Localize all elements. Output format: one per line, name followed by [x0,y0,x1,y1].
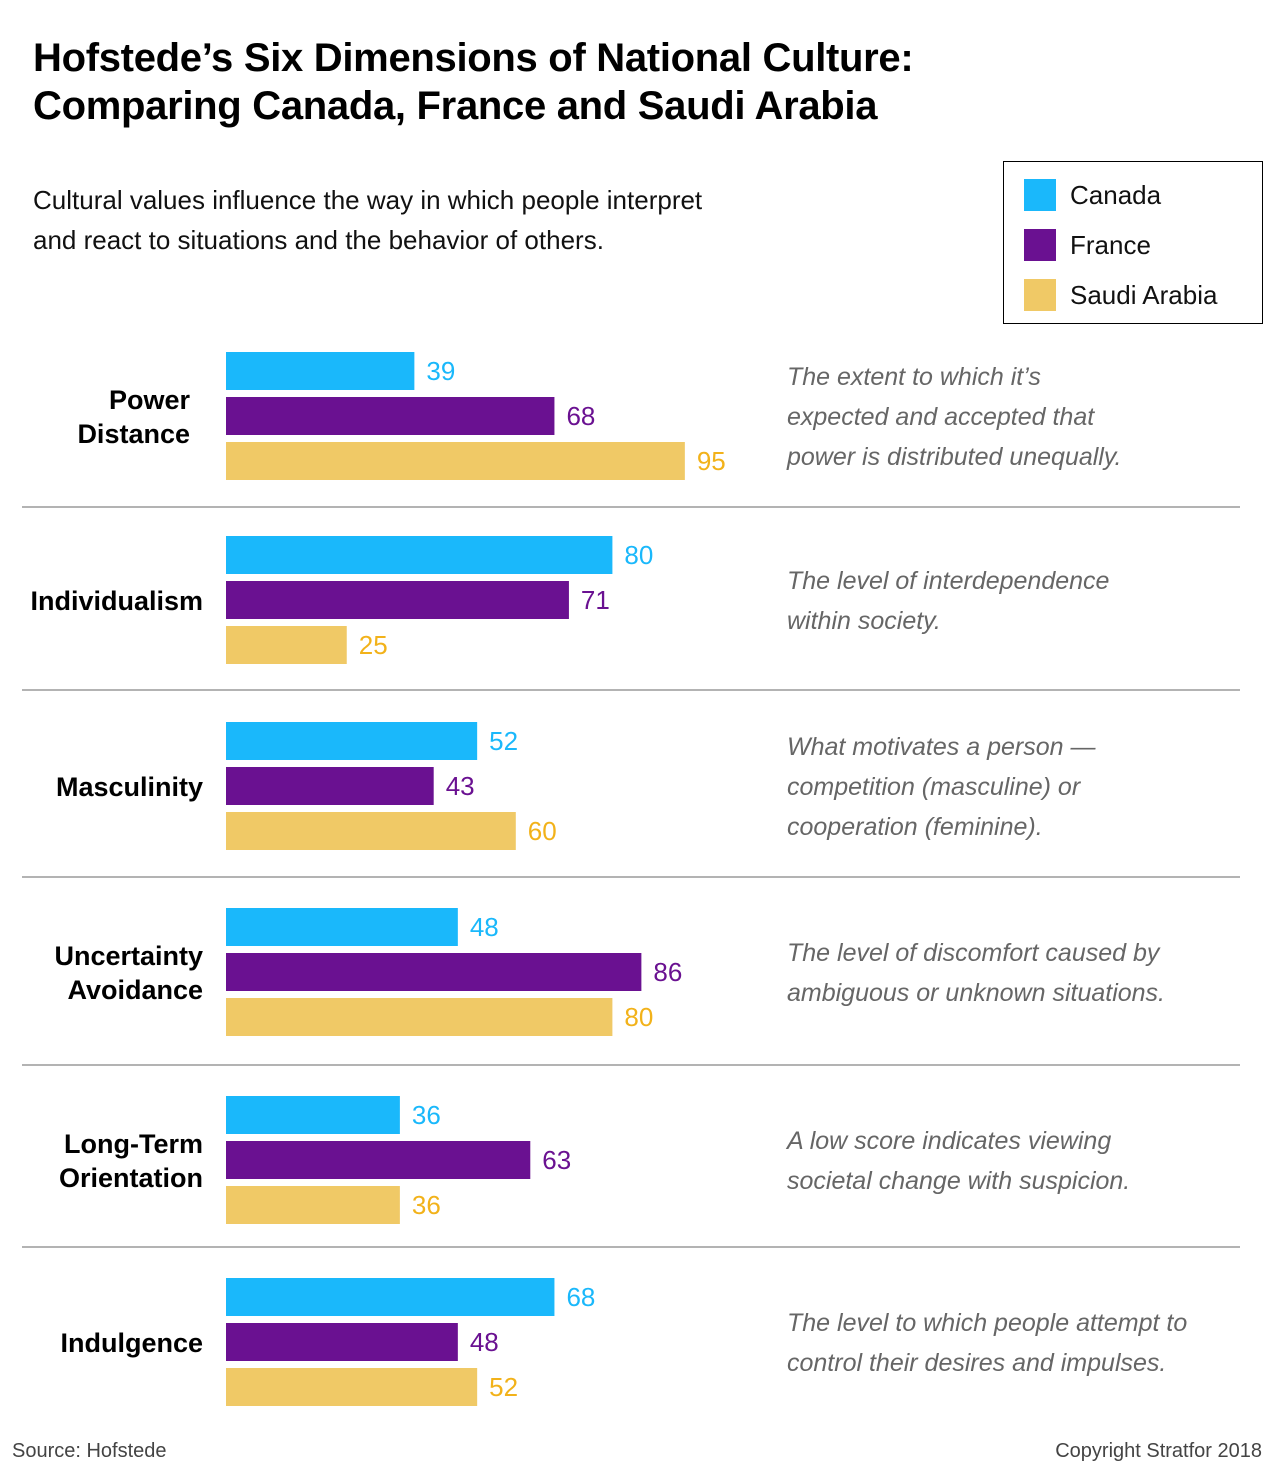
category-label-5-line-2: Orientation [59,1163,203,1193]
value-label-saudi-arabia-2: 25 [359,630,388,660]
description-2-line-2: within society. [787,607,941,635]
chart-title-line-1: Hofstede’s Six Dimensions of National Cu… [33,36,914,80]
legend-item-canada: Canada [1024,175,1161,215]
chart-subtitle-line-1: Cultural values influence the way in whi… [33,185,703,215]
value-label-france-1: 68 [566,401,595,431]
copyright-note: Copyright Stratfor 2018 [1055,1440,1262,1462]
source-note: Source: Hofstede [12,1440,167,1462]
value-label-france-6: 48 [470,1327,499,1357]
value-label-saudi-arabia-6: 52 [489,1372,518,1402]
category-label-4-line-1: Uncertainty [54,941,203,971]
bar-canada-4 [226,908,458,946]
description-5-line-2: societal change with suspicion. [787,1167,1130,1195]
bar-france-4 [226,953,642,991]
value-label-saudi-arabia-4: 80 [624,1002,653,1032]
description-1-line-2: expected and accepted that [787,403,1095,431]
bar-france-3 [226,767,434,805]
legend-swatch-france [1024,229,1056,261]
value-label-saudi-arabia-3: 60 [528,816,557,846]
category-label-3-line-1: Masculinity [56,772,203,802]
description-1-line-1: The extent to which it’s [787,363,1041,391]
value-label-canada-4: 48 [470,912,499,942]
bar-canada-5 [226,1096,400,1134]
value-label-france-4: 86 [653,957,682,987]
description-3-line-2: competition (masculine) or [787,773,1082,801]
bar-canada-2 [226,536,613,574]
description-2-line-1: The level of interdependence [787,567,1109,595]
value-label-canada-5: 36 [412,1100,441,1130]
bar-canada-6 [226,1278,555,1316]
category-label-5-line-1: Long-Term [64,1129,203,1159]
category-label-4-line-2: Avoidance [67,975,203,1005]
description-3-line-1: What motivates a person — [787,733,1096,761]
legend: Canada France Saudi Arabia [1003,161,1263,324]
bar-canada-1 [226,352,415,390]
description-3-line-3: cooperation (feminine). [787,813,1043,841]
value-label-canada-2: 80 [624,540,653,570]
legend-swatch-canada [1024,179,1056,211]
value-label-france-2: 71 [581,585,610,615]
bar-saudi-arabia-6 [226,1368,478,1406]
value-label-france-3: 43 [446,771,475,801]
category-label-2-line-1: Individualism [30,586,203,616]
description-1-line-3: power is distributed unequally. [786,443,1121,471]
category-label-1-line-2: Distance [77,419,190,449]
bar-saudi-arabia-5 [226,1186,400,1224]
category-label-1-line-1: Power [109,385,191,415]
value-label-saudi-arabia-5: 36 [412,1190,441,1220]
legend-item-france: France [1024,225,1151,265]
bar-saudi-arabia-3 [226,812,516,850]
value-label-saudi-arabia-1: 95 [697,446,726,476]
legend-label-france: France [1070,229,1151,260]
bar-saudi-arabia-2 [226,626,347,664]
bar-france-6 [226,1323,458,1361]
value-label-france-5: 63 [542,1145,571,1175]
bar-france-5 [226,1141,531,1179]
chart-title-line-2: Comparing Canada, France and Saudi Arabi… [33,84,878,128]
category-label-6-line-1: Indulgence [60,1328,203,1358]
bar-canada-3 [226,722,478,760]
bar-france-1 [226,397,555,435]
value-label-canada-1: 39 [426,356,455,386]
bar-saudi-arabia-4 [226,998,613,1036]
legend-label-canada: Canada [1070,179,1162,210]
legend-item-saudi-arabia: Saudi Arabia [1024,275,1217,315]
chart-subtitle: Cultural values influence the way in whi… [33,180,853,260]
description-4-line-1: The level of discomfort caused by [787,939,1161,967]
legend-swatch-saudi-arabia [1024,279,1056,311]
description-6-line-2: control their desires and impulses. [787,1349,1166,1377]
description-4-line-2: ambiguous or unknown situations. [787,979,1165,1007]
chart-title: Hofstede’s Six Dimensions of National Cu… [33,34,1033,130]
bar-saudi-arabia-1 [226,442,685,480]
description-5-line-1: A low score indicates viewing [785,1127,1111,1155]
legend-label-saudi-arabia: Saudi Arabia [1070,279,1218,310]
chart-subtitle-line-2: and react to situations and the behavior… [33,225,604,255]
value-label-canada-6: 68 [566,1282,595,1312]
bar-france-2 [226,581,569,619]
value-label-canada-3: 52 [489,726,518,756]
description-6-line-1: The level to which people attempt to [787,1309,1187,1337]
